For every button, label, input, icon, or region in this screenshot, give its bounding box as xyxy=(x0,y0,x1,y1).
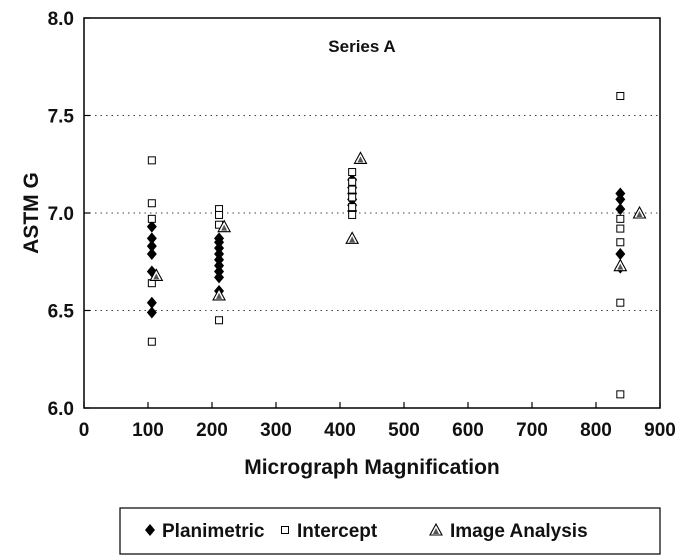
legend-image-analysis-label: Image Analysis xyxy=(450,521,588,542)
intercept-point xyxy=(348,177,357,186)
chart-title: Series A xyxy=(328,37,395,56)
x-axis-title: Micrograph Magnification xyxy=(244,456,500,479)
intercept-point xyxy=(147,199,156,208)
intercept-point xyxy=(348,185,357,194)
x-tick-labels: 0 100 200 300 400 500 600 700 800 900 xyxy=(79,420,676,441)
x-tick-label: 200 xyxy=(196,420,228,441)
legend-intercept-label: Intercept xyxy=(297,521,378,542)
planimetric-point xyxy=(214,271,225,284)
intercept-point xyxy=(215,316,224,325)
markers xyxy=(146,92,647,399)
x-tick-label: 0 xyxy=(79,420,90,441)
y-tick-label: 6.5 xyxy=(48,302,75,323)
legend: Planimetric Intercept Image Analysis xyxy=(119,507,661,555)
planimetric-point xyxy=(146,232,157,245)
x-tick-label: 600 xyxy=(452,420,484,441)
intercept-point xyxy=(147,337,156,346)
planimetric-point xyxy=(146,296,157,309)
intercept-point xyxy=(616,298,625,307)
x-tick-label: 700 xyxy=(516,420,548,441)
planimetric-point xyxy=(146,220,157,233)
image-analysis-point xyxy=(345,231,360,244)
intercept-point xyxy=(348,203,357,212)
y-tick-label: 6.0 xyxy=(48,399,74,420)
planimetric-point xyxy=(146,306,157,319)
intercept-point xyxy=(616,92,625,100)
image-analysis-point xyxy=(217,219,232,233)
legend-image-analysis-marker xyxy=(429,522,443,536)
intercept-point xyxy=(348,168,357,177)
legend-planimetric-marker xyxy=(145,524,155,536)
intercept-point xyxy=(616,238,625,247)
planimetric-point xyxy=(146,240,157,253)
legend-box xyxy=(119,507,661,555)
intercept-point xyxy=(348,193,357,202)
y-tick-label: 7.0 xyxy=(48,204,74,225)
ticks xyxy=(83,17,661,409)
planimetric-point xyxy=(615,193,626,206)
intercept-point xyxy=(348,210,357,219)
y-tick-label: 7.5 xyxy=(48,107,75,128)
intercept-point xyxy=(616,390,625,399)
legend-intercept-marker xyxy=(281,526,289,534)
image-analysis-point xyxy=(613,258,628,272)
x-tick-label: 800 xyxy=(580,420,612,441)
y-tick-label: 8.0 xyxy=(48,9,74,30)
intercept-point xyxy=(616,214,625,223)
intercept-point xyxy=(215,210,224,219)
x-tick-label: 300 xyxy=(260,420,292,441)
x-tick-label: 100 xyxy=(132,420,164,441)
gridlines xyxy=(84,115,660,311)
y-tick-labels: 6.0 6.5 7.0 7.5 8.0 xyxy=(48,9,75,420)
intercept-point xyxy=(147,156,156,165)
image-analysis-point xyxy=(632,205,647,219)
image-analysis-point xyxy=(353,151,368,164)
y-axis-title: ASTM G xyxy=(20,172,43,254)
planimetric-point xyxy=(615,203,626,216)
x-tick-label: 500 xyxy=(388,420,420,441)
intercept-point xyxy=(616,224,625,233)
planimetric-point xyxy=(615,247,626,260)
x-tick-label: 400 xyxy=(324,420,356,441)
image-analysis-point xyxy=(212,287,226,301)
x-tick-label: 900 xyxy=(644,420,676,441)
intercept-point xyxy=(147,214,156,223)
legend-planimetric-label: Planimetric xyxy=(162,521,265,542)
planimetric-point xyxy=(146,247,157,260)
image-analysis-point xyxy=(149,268,164,281)
